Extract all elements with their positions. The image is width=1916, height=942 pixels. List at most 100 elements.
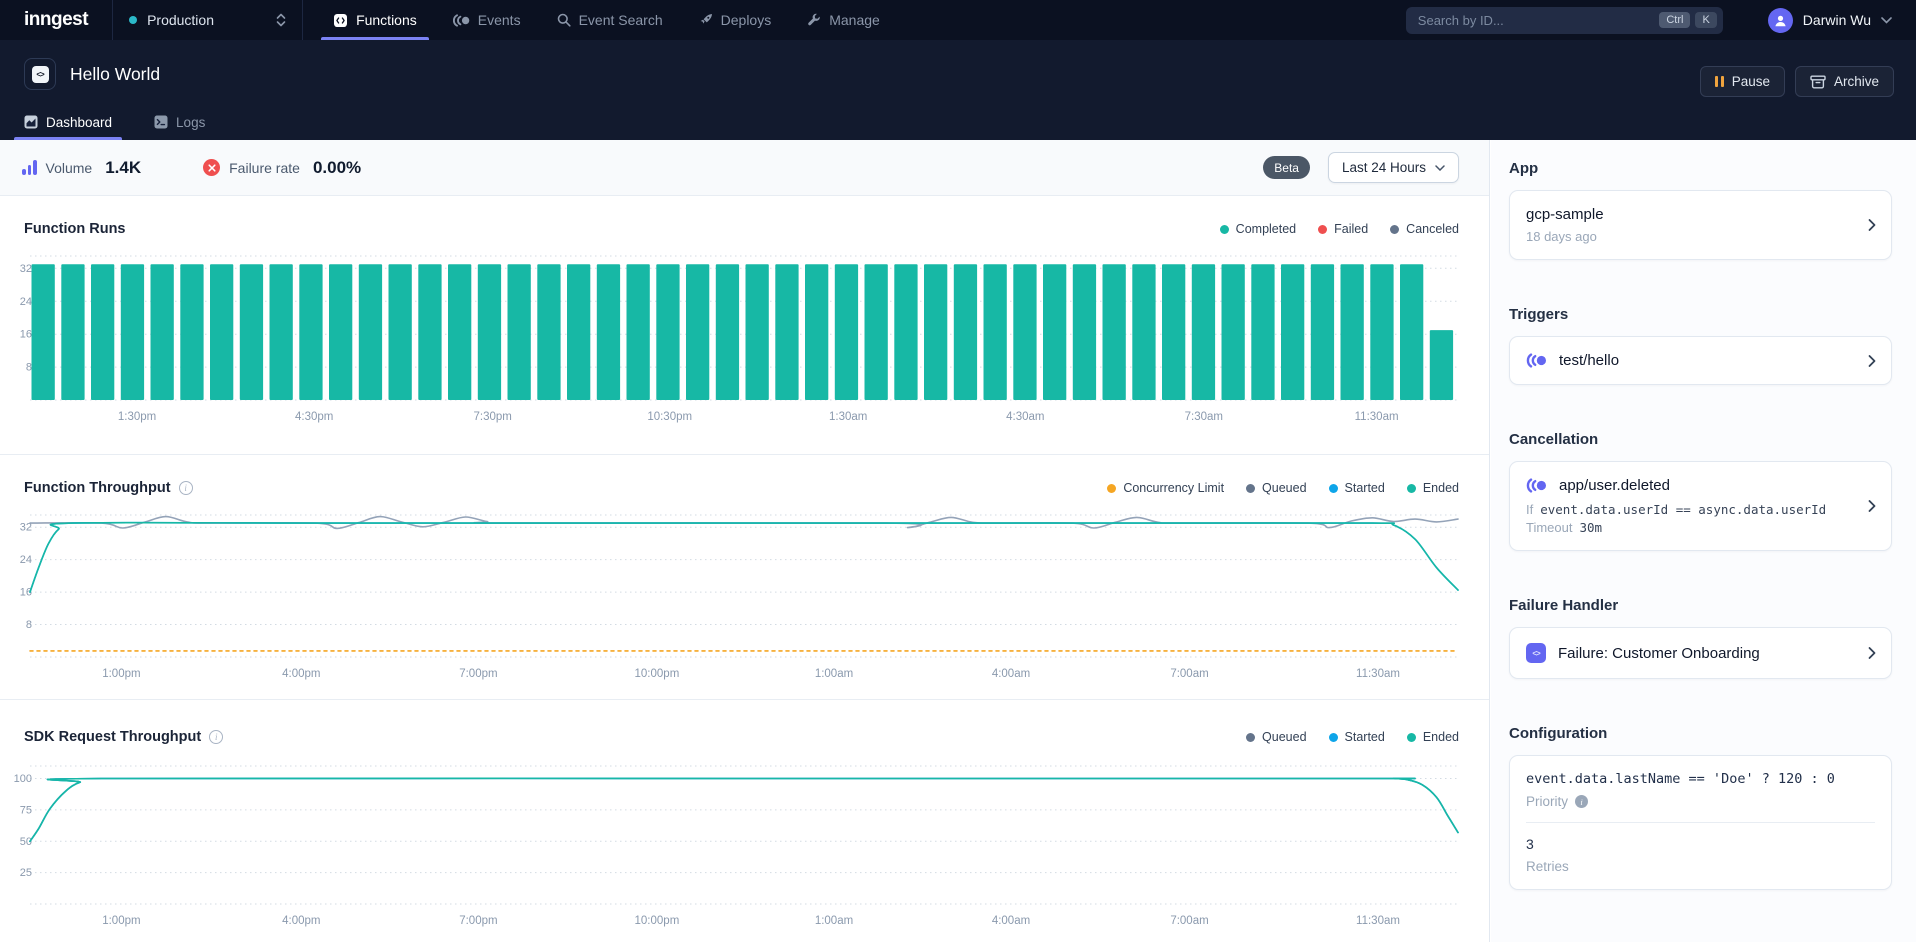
svg-text:24: 24	[20, 296, 32, 308]
nav-item-functions[interactable]: Functions	[321, 0, 429, 40]
tab-dashboard[interactable]: Dashboard	[14, 104, 122, 140]
pause-button[interactable]: Pause	[1700, 66, 1785, 97]
svg-text:7:00am: 7:00am	[1170, 668, 1208, 680]
failure-rate-value: 0.00%	[313, 158, 361, 178]
svg-text:7:00pm: 7:00pm	[459, 668, 497, 680]
time-range-value: Last 24 Hours	[1342, 160, 1426, 175]
beta-badge: Beta	[1263, 156, 1310, 179]
if-label: If	[1526, 502, 1533, 517]
kbd-k: K	[1695, 12, 1716, 28]
function-runs-chart: 81624321:30pm4:30pm7:30pm10:30pm1:30am4:…	[24, 250, 1460, 426]
info-icon[interactable]: i	[209, 730, 223, 744]
legend-item-started[interactable]: Started	[1329, 481, 1385, 495]
svg-text:1:30am: 1:30am	[829, 411, 867, 423]
app-card[interactable]: gcp-sample 18 days ago	[1509, 190, 1892, 260]
chevron-right-icon	[1868, 219, 1876, 232]
legend-label: Ended	[1423, 730, 1459, 744]
legend-dot	[1407, 733, 1416, 742]
nav-item-label: Deploys	[721, 12, 772, 28]
cancellation-expression: event.data.userId == async.data.userId	[1540, 502, 1826, 517]
svg-text:4:30pm: 4:30pm	[295, 411, 333, 423]
chevron-right-icon	[1868, 500, 1876, 513]
nav-item-label: Events	[478, 12, 521, 28]
info-icon[interactable]: i	[1575, 795, 1588, 808]
legend-label: Started	[1345, 481, 1385, 495]
svg-text:4:00am: 4:00am	[992, 915, 1030, 927]
nav-item-deploys[interactable]: Deploys	[687, 0, 784, 40]
environment-selector[interactable]: Production	[113, 0, 302, 40]
cancellation-event-name: app/user.deleted	[1559, 477, 1670, 494]
legend-item-concurrency-limit[interactable]: Concurrency Limit	[1107, 481, 1224, 495]
timeout-value: 30m	[1579, 520, 1602, 535]
nav-item-manage[interactable]: Manage	[795, 0, 892, 40]
main-content: Volume 1.4K Failure rate 0.00% Beta Last…	[0, 140, 1490, 942]
trigger-card[interactable]: test/hello	[1509, 336, 1892, 385]
divider	[1526, 822, 1875, 823]
chart-legend: Completed Failed Canceled	[1220, 222, 1459, 236]
svg-text:4:00pm: 4:00pm	[282, 668, 320, 680]
inngest-logo[interactable]: inngest	[0, 0, 112, 40]
top-nav: inngest Production Functions Events Event …	[0, 0, 1916, 40]
series-ended	[30, 523, 1458, 592]
function-throughput-section: Function Throughput i Concurrency LimitQ…	[0, 455, 1489, 700]
priority-label: Priority	[1526, 794, 1568, 809]
x-axis-labels: 1:30pm4:30pm7:30pm10:30pm1:30am4:30am7:3…	[118, 411, 1399, 423]
legend-item-queued[interactable]: Queued	[1246, 730, 1306, 744]
failure-rate-stat: Failure rate 0.00%	[203, 158, 361, 178]
code-icon: <>	[32, 66, 49, 83]
legend-item-canceled[interactable]: Canceled	[1390, 222, 1459, 236]
time-range-dropdown[interactable]: Last 24 Hours	[1328, 152, 1459, 183]
search-placeholder: Search by ID...	[1418, 13, 1655, 28]
legend-item-started[interactable]: Started	[1329, 730, 1385, 744]
stats-bar: Volume 1.4K Failure rate 0.00% Beta Last…	[0, 140, 1489, 196]
svg-text:24: 24	[20, 554, 32, 566]
retries-value: 3	[1526, 836, 1875, 852]
tab-label: Dashboard	[46, 115, 112, 130]
app-section: App gcp-sample 18 days ago	[1509, 160, 1892, 260]
legend-dot	[1246, 484, 1255, 493]
svg-text:7:00pm: 7:00pm	[459, 915, 497, 927]
chart-title: Function Runs	[24, 221, 126, 237]
search-input[interactable]: Search by ID... Ctrl K	[1406, 7, 1723, 34]
volume-stat: Volume 1.4K	[22, 158, 141, 178]
x-axis-labels: 1:00pm4:00pm7:00pm10:00pm1:00am4:00am7:0…	[102, 668, 1400, 680]
info-icon[interactable]: i	[179, 481, 193, 495]
archive-icon	[1810, 75, 1826, 89]
chevron-right-icon	[1868, 647, 1876, 660]
failure-handler-card[interactable]: <> Failure: Customer Onboarding	[1509, 627, 1892, 679]
app-name: gcp-sample	[1526, 206, 1851, 223]
x-axis-labels: 1:00pm4:00pm7:00pm10:00pm1:00am4:00am7:0…	[102, 915, 1400, 927]
section-heading: App	[1509, 160, 1892, 177]
legend-item-ended[interactable]: Ended	[1407, 481, 1459, 495]
tab-logs[interactable]: Logs	[144, 104, 215, 140]
volume-value: 1.4K	[105, 158, 141, 178]
svg-text:1:00pm: 1:00pm	[102, 668, 140, 680]
svg-text:7:00am: 7:00am	[1170, 915, 1208, 927]
cancellation-card[interactable]: app/user.deleted If event.data.userId ==…	[1509, 461, 1892, 551]
retries-label: Retries	[1526, 859, 1875, 874]
archive-button[interactable]: Archive	[1795, 66, 1894, 97]
legend-item-ended[interactable]: Ended	[1407, 730, 1459, 744]
legend-item-queued[interactable]: Queued	[1246, 481, 1306, 495]
gridlines	[30, 515, 1458, 657]
legend-dot	[1246, 733, 1255, 742]
bars	[32, 264, 1454, 400]
nav-item-events[interactable]: Events	[441, 0, 533, 40]
app-meta: 18 days ago	[1526, 229, 1851, 244]
legend-item-completed[interactable]: Completed	[1220, 222, 1296, 236]
series-queued	[30, 778, 1458, 841]
sdk-request-throughput-section: SDK Request Throughput i QueuedStartedEn…	[0, 700, 1489, 942]
svg-text:10:30pm: 10:30pm	[647, 411, 692, 423]
nav-item-event-search[interactable]: Event Search	[545, 0, 675, 40]
svg-text:11:30am: 11:30am	[1356, 915, 1400, 927]
svg-text:100: 100	[14, 773, 32, 785]
legend-item-failed[interactable]: Failed	[1318, 222, 1368, 236]
legend-label: Canceled	[1406, 222, 1459, 236]
nav-item-label: Functions	[356, 12, 417, 28]
chevron-down-icon	[1435, 165, 1445, 171]
events-icon	[453, 14, 470, 27]
user-menu[interactable]: Darwin Wu	[1744, 8, 1916, 33]
svg-text:8: 8	[26, 619, 32, 631]
svg-text:10:00pm: 10:00pm	[635, 915, 680, 927]
nav-item-label: Event Search	[579, 12, 663, 28]
